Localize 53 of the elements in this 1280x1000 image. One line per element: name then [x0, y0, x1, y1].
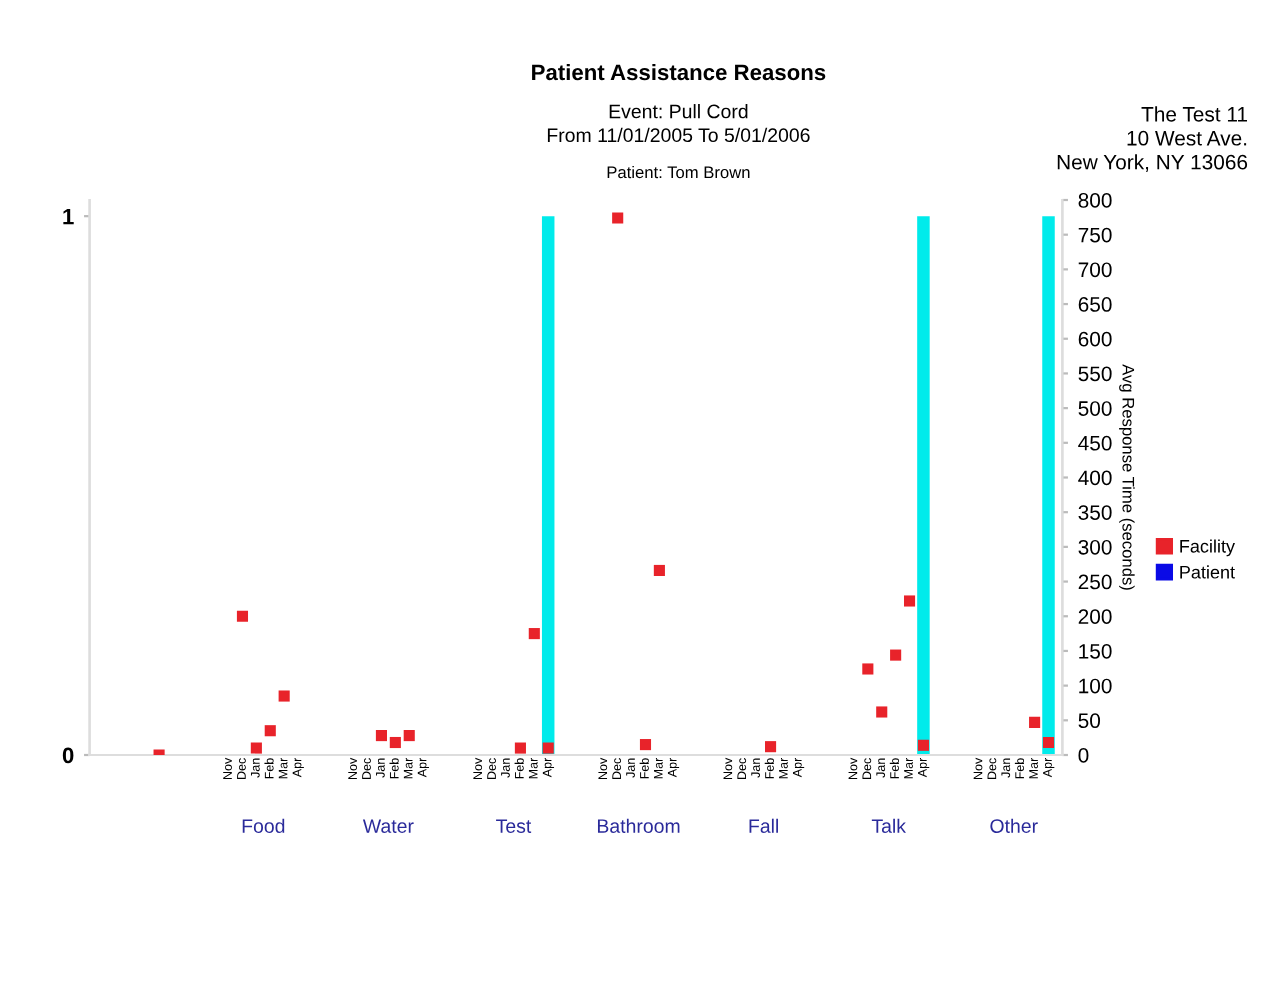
point: [528, 628, 540, 640]
y2-tick-label: 250: [1078, 574, 1112, 590]
y2-tick-label: 150: [1079, 643, 1112, 659]
y2-tick-label: 0: [1078, 748, 1089, 763]
y2-tick-label: 350: [1078, 505, 1112, 520]
y2-axis-title: Avg Response Time (seconds): [1119, 364, 1135, 590]
point: [653, 564, 665, 577]
y2-tick-label: 500: [1078, 401, 1112, 416]
text: The Test 11 10 West Ave. New York, NY 13066: [1057, 106, 1248, 172]
point: [612, 212, 624, 224]
y2-tick-label: 750: [1078, 227, 1112, 243]
point: [278, 690, 290, 702]
point: [264, 725, 276, 737]
point: [876, 706, 888, 718]
point: [890, 649, 902, 661]
point: [403, 730, 415, 742]
point: [1029, 716, 1041, 728]
text: Patient: Tom Brown: [607, 165, 750, 179]
point: [917, 739, 929, 751]
text: Talk: [871, 818, 906, 833]
point: [903, 595, 916, 607]
y2-tick-label: 450: [1078, 435, 1112, 451]
y2-tick-label: 650: [1078, 297, 1112, 312]
y2-tick-label: 50: [1078, 713, 1101, 729]
text: Water: [362, 819, 414, 833]
legend-label: Facility: [1180, 539, 1235, 557]
y2-tick-label: 400: [1078, 470, 1112, 486]
chart-title: Patient Assistance Reasons: [532, 63, 826, 81]
y2-tick-label: 700: [1078, 262, 1112, 278]
y-tick-label: 1: [63, 208, 74, 225]
chart-subtitle: Event: Pull Cord From 11/01/2005 To 5/01/2006: [547, 104, 810, 143]
y2-tick-label: 100: [1079, 678, 1112, 694]
y2-tick-label: 600: [1078, 331, 1112, 347]
point: [236, 610, 249, 622]
text: Other: [990, 818, 1038, 833]
y2-tick-label: 300: [1078, 539, 1112, 555]
point: [862, 663, 874, 675]
text: Bathroom: [597, 818, 680, 833]
point: [639, 739, 652, 751]
point: [250, 742, 262, 754]
y2-tick-label: 200: [1078, 609, 1112, 624]
y2-tick-label: 550: [1078, 366, 1112, 382]
text: Food: [242, 818, 285, 833]
point: [765, 741, 777, 753]
point: [389, 736, 401, 749]
point: [514, 742, 526, 754]
point: [375, 730, 387, 742]
text: Test: [496, 819, 532, 833]
text: Fall: [749, 818, 778, 833]
legend-label: Patient: [1180, 565, 1235, 579]
point: [1042, 736, 1055, 749]
y2-tick-label: 800: [1078, 193, 1112, 208]
point: [542, 742, 554, 754]
